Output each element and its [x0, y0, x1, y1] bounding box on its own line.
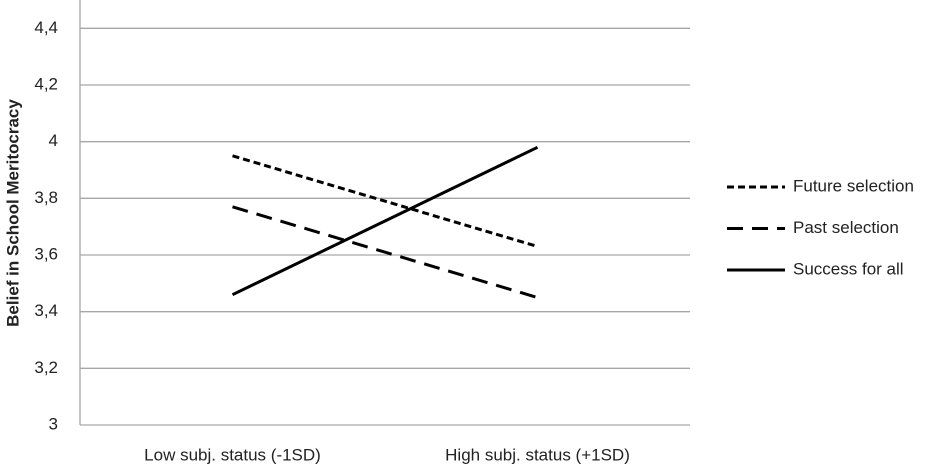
series-line — [232, 205, 538, 299]
x-tick-label: High subj. status (+1SD) — [445, 445, 630, 464]
legend-label: Future selection — [793, 176, 914, 195]
y-tick-label: 4,4 — [34, 18, 58, 37]
y-tick-label: 4 — [49, 131, 58, 150]
y-tick-label: 3,6 — [34, 244, 58, 263]
x-tick-label: Low subj. status (-1SD) — [144, 445, 321, 464]
y-axis-label: Belief in School Meritocracy — [3, 99, 22, 327]
y-tick-label: 3,8 — [34, 188, 58, 207]
legend-label: Success for all — [793, 259, 904, 278]
y-tick-label: 3,4 — [34, 301, 58, 320]
series-line — [232, 154, 538, 248]
y-tick-label: 3,2 — [34, 358, 58, 377]
y-tick-label: 3 — [49, 414, 58, 433]
legend-label: Past selection — [793, 218, 899, 237]
series-line — [231, 145, 539, 297]
y-tick-label: 4,2 — [34, 74, 58, 93]
